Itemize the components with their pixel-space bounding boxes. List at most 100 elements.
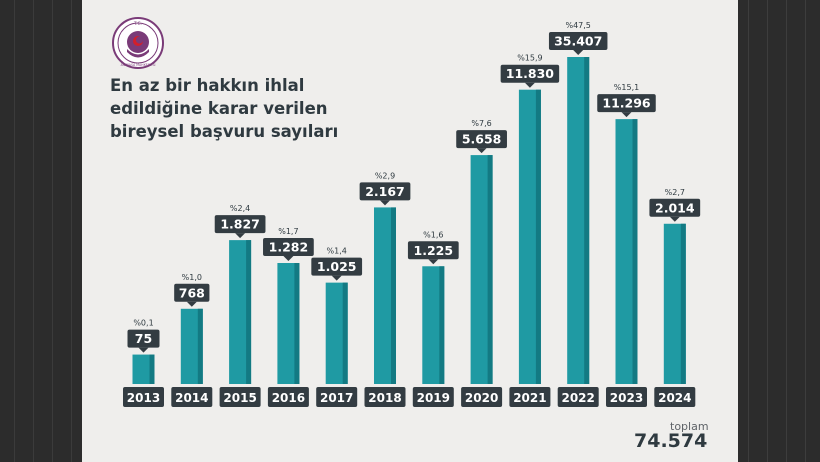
bar-2014 — [180, 308, 203, 384]
bar-2021 — [518, 89, 541, 384]
value-label-box — [597, 94, 656, 113]
year-label-box — [219, 387, 261, 407]
bar-2018 — [374, 207, 396, 384]
logo-top-text: T.C. — [133, 21, 142, 27]
year-label: 2019 — [417, 391, 450, 405]
value-label-pointer — [621, 112, 632, 118]
value-label-box — [127, 329, 160, 348]
percent-label: %1,6 — [423, 230, 443, 239]
percent-label: %15,1 — [614, 83, 639, 92]
value-label: 1.282 — [269, 240, 309, 255]
value-label: 11.296 — [602, 96, 651, 111]
year-label-box — [654, 387, 696, 407]
year-label: 2017 — [320, 391, 353, 405]
bar-shade — [149, 354, 155, 384]
percent-label: %7,6 — [471, 119, 491, 128]
bar-2022 — [567, 57, 590, 384]
value-label-box — [500, 64, 560, 83]
logo-bottom-text: ANAYASA MAHKEMESİ — [121, 62, 156, 67]
percent-label: %2,4 — [230, 204, 250, 213]
percent-label: %1,0 — [182, 273, 202, 282]
bar-shade — [584, 57, 590, 384]
value-label-box — [359, 182, 411, 201]
total-label: toplam — [670, 420, 709, 433]
bar-2023 — [615, 119, 638, 384]
bar-shade — [487, 155, 493, 384]
year-label: 2016 — [272, 391, 305, 405]
bar-2020 — [470, 155, 493, 384]
year-label: 2024 — [658, 391, 691, 405]
bar-2017 — [325, 282, 348, 384]
title-line-1: En az bir hakkın ihlal — [110, 76, 305, 95]
bar-shade — [342, 282, 348, 384]
year-label: 2013 — [127, 391, 160, 405]
value-label: 1.025 — [317, 259, 357, 274]
year-label-box — [557, 387, 599, 407]
value-label: 5.658 — [462, 132, 502, 147]
value-label-pointer — [428, 259, 439, 265]
value-label-box — [407, 241, 459, 260]
percent-label: %2,7 — [665, 188, 685, 197]
value-label-box — [311, 257, 363, 276]
year-label: 2022 — [561, 391, 594, 405]
bar-shade — [439, 266, 445, 384]
year-label: 2020 — [465, 391, 498, 405]
value-label-pointer — [138, 347, 149, 353]
bar-shade — [680, 223, 686, 384]
bar-2019 — [422, 266, 445, 384]
percent-label: %1,7 — [278, 227, 298, 236]
bar-2013 — [132, 354, 155, 384]
year-label-box — [364, 387, 406, 407]
bar-shade — [535, 89, 541, 384]
left-frame — [0, 0, 82, 462]
total-value: 74.574 — [634, 430, 708, 452]
percent-label: %47,5 — [565, 21, 590, 30]
value-label-pointer — [283, 256, 294, 262]
year-label: 2021 — [513, 391, 546, 405]
year-label-box — [316, 387, 358, 407]
value-label-box — [263, 238, 314, 257]
year-label: 2014 — [175, 391, 208, 405]
bar-shade — [632, 119, 638, 384]
value-label: 2.014 — [655, 200, 695, 215]
value-label: 35.407 — [554, 34, 602, 49]
value-label: 768 — [179, 285, 205, 300]
constitutional-court-emblem-icon: T.C. ANAYASA MAHKEMESİ — [112, 17, 164, 69]
value-label: 2.167 — [365, 184, 405, 199]
bar-2016 — [277, 263, 300, 384]
value-label: 11.830 — [506, 66, 555, 81]
year-label-box — [461, 387, 503, 407]
year-label: 2015 — [223, 391, 256, 405]
chart-title: En az bir hakkın ihlal edildiğine karar … — [110, 74, 350, 143]
bar-shade — [294, 263, 300, 384]
value-label-box — [174, 283, 210, 302]
percent-label: %0,1 — [133, 319, 153, 328]
title-line-2: edildiğine karar verilen — [110, 99, 328, 118]
value-label-pointer — [573, 50, 584, 55]
value-label: 75 — [135, 331, 152, 346]
bar-shade — [391, 207, 396, 384]
bar-2015 — [229, 240, 252, 384]
value-label-pointer — [669, 216, 680, 222]
year-label-box — [606, 387, 647, 407]
value-label: 1.827 — [220, 217, 260, 232]
value-label-pointer — [524, 82, 535, 88]
year-label-box — [171, 387, 213, 407]
value-label: 1.225 — [414, 243, 454, 258]
value-label-pointer — [186, 301, 197, 307]
value-label-pointer — [476, 148, 487, 154]
bar-shade — [197, 308, 203, 384]
right-frame — [738, 0, 820, 462]
percent-label: %1,4 — [327, 247, 347, 256]
year-label-box — [123, 387, 164, 407]
bar-2024 — [663, 223, 686, 384]
value-label-box — [214, 215, 266, 234]
value-label-pointer — [331, 275, 342, 281]
year-label-box — [412, 387, 454, 407]
value-label-box — [649, 198, 701, 217]
value-label-box — [548, 32, 608, 50]
percent-label: %15,9 — [517, 54, 542, 63]
value-label-box — [456, 130, 507, 149]
percent-label: %2,9 — [375, 171, 395, 180]
